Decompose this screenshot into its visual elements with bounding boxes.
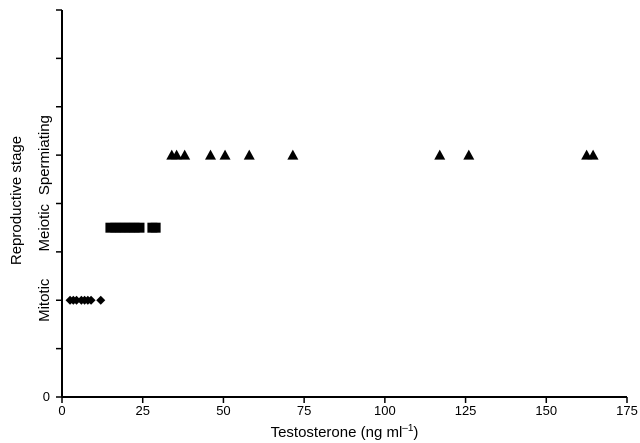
x-tick-label: 0	[58, 403, 65, 418]
triangle-marker	[179, 149, 191, 160]
stage-labels: Mitotic Meiotic Spermiating	[36, 115, 53, 322]
diamond-marker	[86, 295, 96, 305]
y-ticks: 0	[43, 9, 62, 404]
triangle-marker	[219, 149, 231, 160]
axes	[61, 10, 627, 398]
diamond-marker	[72, 295, 82, 305]
stage-label-mitotic: Mitotic	[36, 278, 53, 322]
x-tick-label: 25	[135, 403, 149, 418]
square-marker	[150, 222, 161, 233]
x-tick-label: 100	[374, 403, 396, 418]
x-axis-title-close: )	[413, 424, 418, 441]
data-markers	[65, 149, 599, 305]
triangle-marker	[587, 149, 599, 160]
square-marker	[134, 222, 145, 233]
triangle-marker	[205, 149, 217, 160]
x-tick-label: 150	[535, 403, 557, 418]
y-axis-title: Reproductive stage	[8, 136, 25, 265]
x-tick-label: 125	[455, 403, 477, 418]
x-axis-title-superscript: –1	[402, 423, 414, 434]
y-tick-label: 0	[43, 389, 50, 404]
triangle-marker	[171, 149, 183, 160]
diamond-marker	[96, 295, 106, 305]
triangle-marker	[463, 149, 475, 160]
x-axis-title-main: Testosterone (ng ml	[271, 424, 403, 441]
x-axis-title: Testosterone (ng ml–1)	[271, 423, 419, 441]
x-tick-label: 50	[216, 403, 230, 418]
stage-label-spermiating: Spermiating	[36, 115, 53, 195]
triangle-marker	[434, 149, 446, 160]
stage-label-meiotic: Meiotic	[36, 203, 53, 251]
x-ticks: 0 25 50 75 100 125 150 175	[58, 397, 638, 418]
x-tick-label: 75	[297, 403, 311, 418]
x-tick-label: 175	[616, 403, 638, 418]
triangle-marker	[243, 149, 255, 160]
triangle-marker	[287, 149, 299, 160]
